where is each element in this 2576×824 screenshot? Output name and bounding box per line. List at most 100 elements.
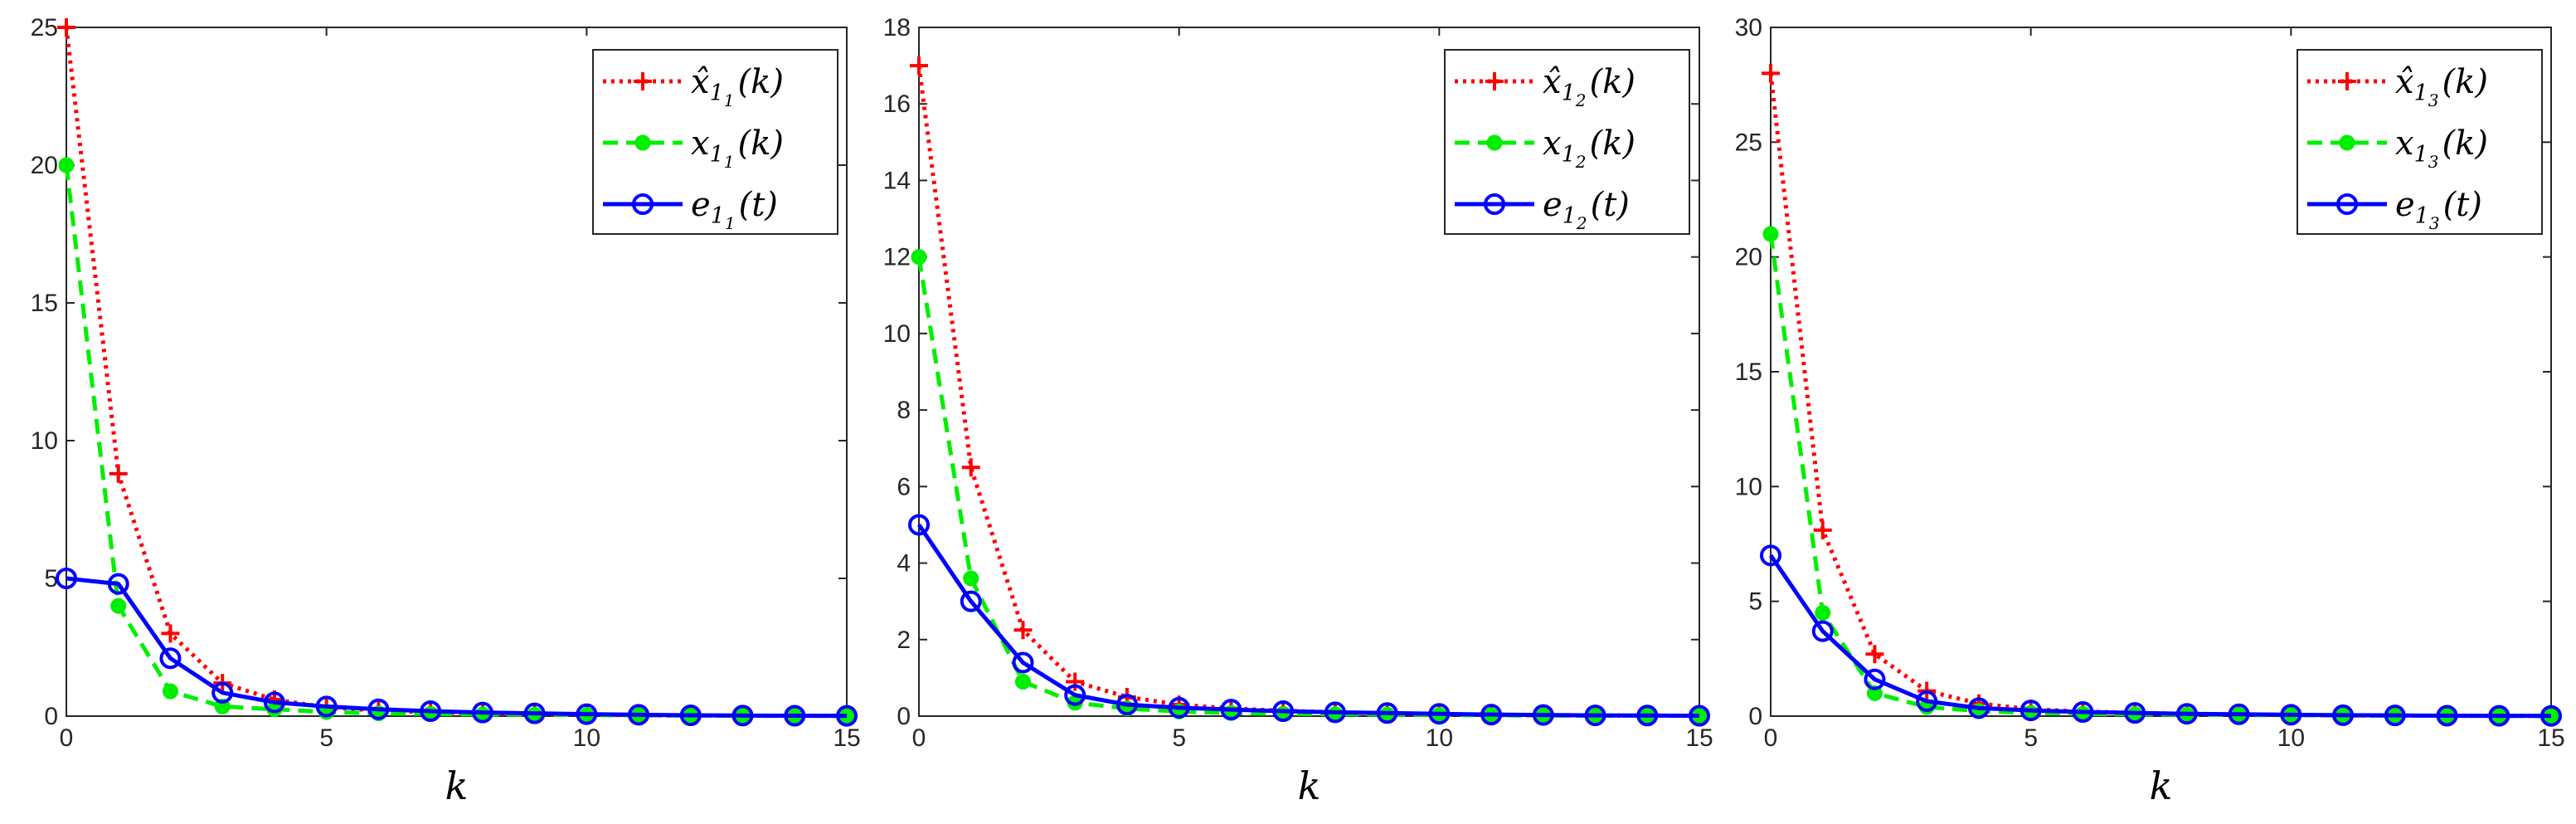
y-tick-label: 5 [1748, 588, 1762, 616]
x-tick-label: 0 [60, 724, 74, 752]
data-point [1815, 605, 1831, 621]
y-tick-label: 15 [1735, 358, 1762, 386]
legend-entry: x12 (k) [1543, 124, 1636, 172]
data-point [1864, 668, 1886, 690]
data-point [420, 700, 442, 723]
panel-1: 0 5 10 15 0 5 10 15 20 25 k x̂11 (k) x11 (k) e11 (t) [31, 14, 861, 808]
y-tick-label: 12 [883, 244, 911, 271]
legend: x̂11 (k) x11 (k) e11 (t) [592, 49, 838, 235]
x-tick-label: 15 [2537, 724, 2564, 752]
legend-entry: x11 (k) [691, 124, 784, 172]
y-tick-label: 14 [883, 167, 911, 194]
legend-marker [2338, 72, 2356, 90]
data-point [1168, 696, 1190, 719]
data-point [1967, 697, 1990, 719]
legend-entry: x13 (k) [2395, 124, 2488, 172]
data-point [263, 691, 285, 714]
y-tick-label: 18 [883, 14, 911, 41]
data-point [107, 573, 129, 595]
data-point [367, 698, 390, 720]
x-tick-label: 10 [1426, 724, 1453, 752]
y-tick-label: 20 [31, 152, 58, 179]
data-point [1636, 705, 1659, 727]
data-point [961, 458, 980, 477]
data-point [1064, 684, 1086, 706]
data-point [1762, 64, 1780, 83]
data-point [910, 56, 928, 76]
legend-marker [2339, 134, 2355, 151]
data-point [1066, 672, 1085, 691]
x-tick-label: 5 [319, 724, 333, 752]
legend-marker [1484, 193, 1505, 215]
y-tick-label: 2 [897, 627, 911, 654]
data-point [628, 704, 650, 726]
data-point [315, 695, 338, 718]
legend: x̂12 (k) x12 (k) e12 (t) [1444, 49, 1690, 235]
data-point [2124, 702, 2146, 724]
x-axis-label: k [1298, 763, 1321, 808]
x-tick-label: 0 [1764, 724, 1778, 752]
data-point [110, 597, 127, 614]
data-point [1324, 701, 1346, 724]
data-point [161, 624, 180, 643]
legend-marker [2336, 193, 2358, 215]
legend: x̂13 (k) x13 (k) e13 (t) [2297, 49, 2543, 235]
data-point [1428, 703, 1451, 725]
legend-marker [634, 72, 652, 90]
legend-entry: e13 (t) [2395, 186, 2482, 233]
data-point [159, 647, 182, 670]
legend-entry: e12 (t) [1543, 186, 1630, 233]
data-point [963, 570, 979, 587]
data-point [2488, 705, 2510, 727]
data-point [1760, 544, 1781, 567]
data-point [2019, 700, 2042, 722]
data-point [1916, 690, 1938, 713]
data-point [57, 18, 75, 37]
data-point [1014, 674, 1031, 690]
series-line [916, 256, 1699, 719]
data-point [1012, 651, 1034, 674]
y-tick-label: 4 [897, 550, 911, 578]
data-point [576, 703, 598, 725]
data-point [471, 701, 493, 724]
data-point [109, 464, 128, 483]
y-tick-label: 5 [44, 565, 58, 592]
x-tick-label: 5 [1172, 724, 1186, 752]
data-point [1762, 226, 1779, 242]
x-tick-label: 10 [573, 724, 600, 752]
x-axis-label: k [2150, 763, 2173, 808]
data-point [58, 157, 75, 173]
data-point [2436, 705, 2458, 727]
legend-marker [632, 193, 654, 215]
data-point [1811, 620, 1834, 642]
y-tick-label: 0 [897, 703, 911, 730]
y-tick-label: 25 [31, 14, 58, 41]
y-tick-label: 15 [31, 290, 58, 317]
data-point [523, 702, 546, 724]
x-tick-label: 15 [833, 724, 860, 752]
y-tick-label: 8 [897, 397, 911, 424]
data-point [1689, 705, 1710, 727]
series-line [66, 576, 848, 719]
data-point [679, 705, 702, 727]
data-point [1584, 705, 1606, 727]
y-tick-label: 0 [44, 703, 58, 730]
y-tick-label: 10 [883, 320, 911, 348]
panel-3: 0 5 10 15 0 5 10 15 20 25 30 k x̂13 (k) x13 (k) e13 (t) [1735, 14, 2565, 808]
data-point [908, 514, 930, 536]
data-point [911, 249, 927, 266]
data-point [2332, 704, 2355, 726]
data-point [1272, 700, 1295, 723]
y-tick-label: 10 [1735, 473, 1762, 500]
data-point [1376, 702, 1398, 724]
y-tick-label: 25 [1735, 129, 1762, 156]
data-point [2072, 701, 2094, 724]
y-tick-label: 20 [1735, 244, 1762, 271]
x-tick-label: 5 [2024, 724, 2038, 752]
y-tick-label: 6 [897, 473, 911, 500]
x-tick-label: 10 [2277, 724, 2305, 752]
data-point [1220, 699, 1242, 721]
data-point [1813, 520, 1832, 539]
